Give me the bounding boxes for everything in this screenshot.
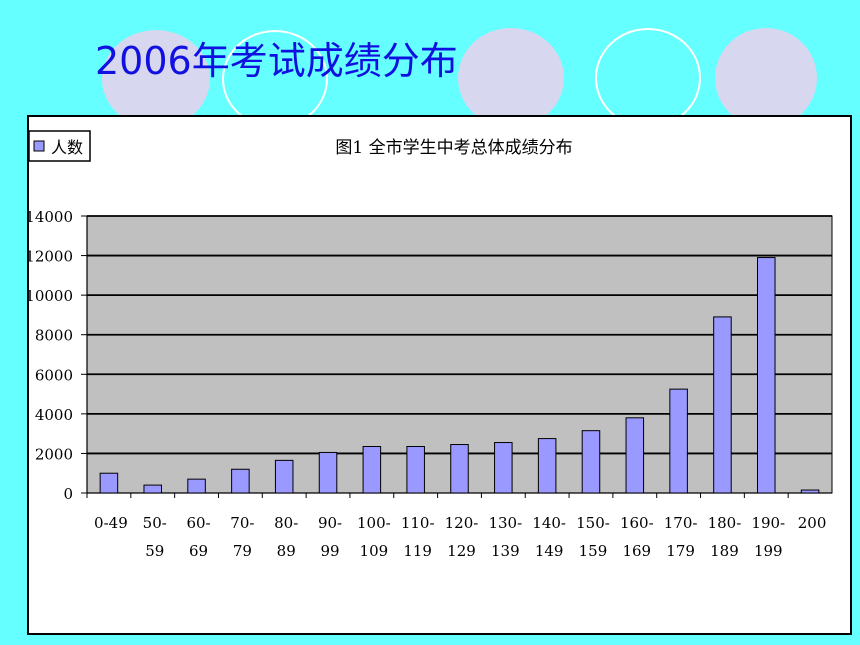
bar xyxy=(318,451,338,494)
y-tick-label: 2000 xyxy=(35,445,73,463)
x-tick-label: 80- xyxy=(274,514,298,532)
bar xyxy=(625,417,645,494)
x-tick-label: 90- xyxy=(318,514,342,532)
bar xyxy=(274,459,294,494)
x-tick-label: 169 xyxy=(622,542,651,560)
x-tick-label: 79 xyxy=(233,542,252,560)
bar xyxy=(231,468,250,494)
x-tick-label: 69 xyxy=(189,542,208,560)
y-tick-label: 14000 xyxy=(29,208,73,226)
decor-circle-1 xyxy=(102,30,210,128)
bar xyxy=(494,442,513,494)
x-tick-label: 129 xyxy=(447,542,476,560)
x-tick-label: 60- xyxy=(186,514,210,532)
bar-chart: 人数 图1 全市学生中考总体成绩分布 0 2000 4000 6000 8000 1000… xyxy=(25,130,833,560)
x-tick-label: 159 xyxy=(579,542,608,560)
x-tick-label: 140- xyxy=(532,514,566,532)
bar xyxy=(669,388,688,494)
x-tick-label: 189 xyxy=(710,542,739,560)
chart-legend: 人数 xyxy=(28,130,91,162)
x-tick-label: 99 xyxy=(320,542,339,560)
x-tick-label: 130- xyxy=(488,514,522,532)
bar xyxy=(187,478,206,494)
chart-panel: 人数 图1 全市学生中考总体成绩分布 0 2000 4000 6000 8000 1000… xyxy=(25,115,852,635)
bar xyxy=(537,438,557,494)
x-tick-label: 149 xyxy=(535,542,564,560)
bar xyxy=(757,257,776,494)
x-tick-label: 190- xyxy=(751,514,785,532)
bar xyxy=(800,489,820,494)
x-tick-label: 59 xyxy=(145,542,164,560)
bar xyxy=(143,484,162,494)
bar xyxy=(581,430,601,494)
y-tick-label: 12000 xyxy=(29,248,73,266)
x-tick-label: 160- xyxy=(620,514,654,532)
x-tick-label: 110- xyxy=(401,514,435,532)
x-tick-label: 109 xyxy=(360,542,389,560)
y-tick-label: 6000 xyxy=(35,366,73,384)
x-tick-label: 100- xyxy=(357,514,391,532)
x-tick-label: 70- xyxy=(230,514,254,532)
x-tick-label: 179 xyxy=(666,542,695,560)
legend-label: 人数 xyxy=(51,138,83,157)
bar xyxy=(450,444,469,494)
chart-title: 图1 全市学生中考总体成绩分布 xyxy=(335,138,572,158)
y-tick-label: 4000 xyxy=(35,406,73,424)
x-tick-label: 119 xyxy=(403,542,432,560)
y-tick-label: 0 xyxy=(63,485,73,503)
y-tick-label: 8000 xyxy=(35,327,73,345)
x-tick-label: 150- xyxy=(576,514,610,532)
bar xyxy=(713,316,732,494)
decor-circle-2 xyxy=(458,28,564,128)
slide-title: 2006年考试成绩分布 xyxy=(95,39,458,83)
decor-ring-2 xyxy=(595,28,701,128)
bar xyxy=(99,472,119,494)
x-tick-label: 180- xyxy=(708,514,742,532)
x-tick-label: 120- xyxy=(445,514,479,532)
y-tick-label: 10000 xyxy=(29,287,73,305)
legend-swatch xyxy=(33,140,45,152)
x-tick-label: 89 xyxy=(277,542,296,560)
bar xyxy=(406,446,425,494)
bar xyxy=(362,446,382,494)
x-tick-label: 139 xyxy=(491,542,520,560)
decor-circle-3 xyxy=(715,28,817,128)
x-tick-label: 50- xyxy=(143,514,167,532)
x-tick-label: 199 xyxy=(754,542,783,560)
x-tick-label: 200 xyxy=(798,514,827,532)
x-tick-label: 0-49 xyxy=(94,514,128,532)
x-tick-label: 170- xyxy=(664,514,698,532)
